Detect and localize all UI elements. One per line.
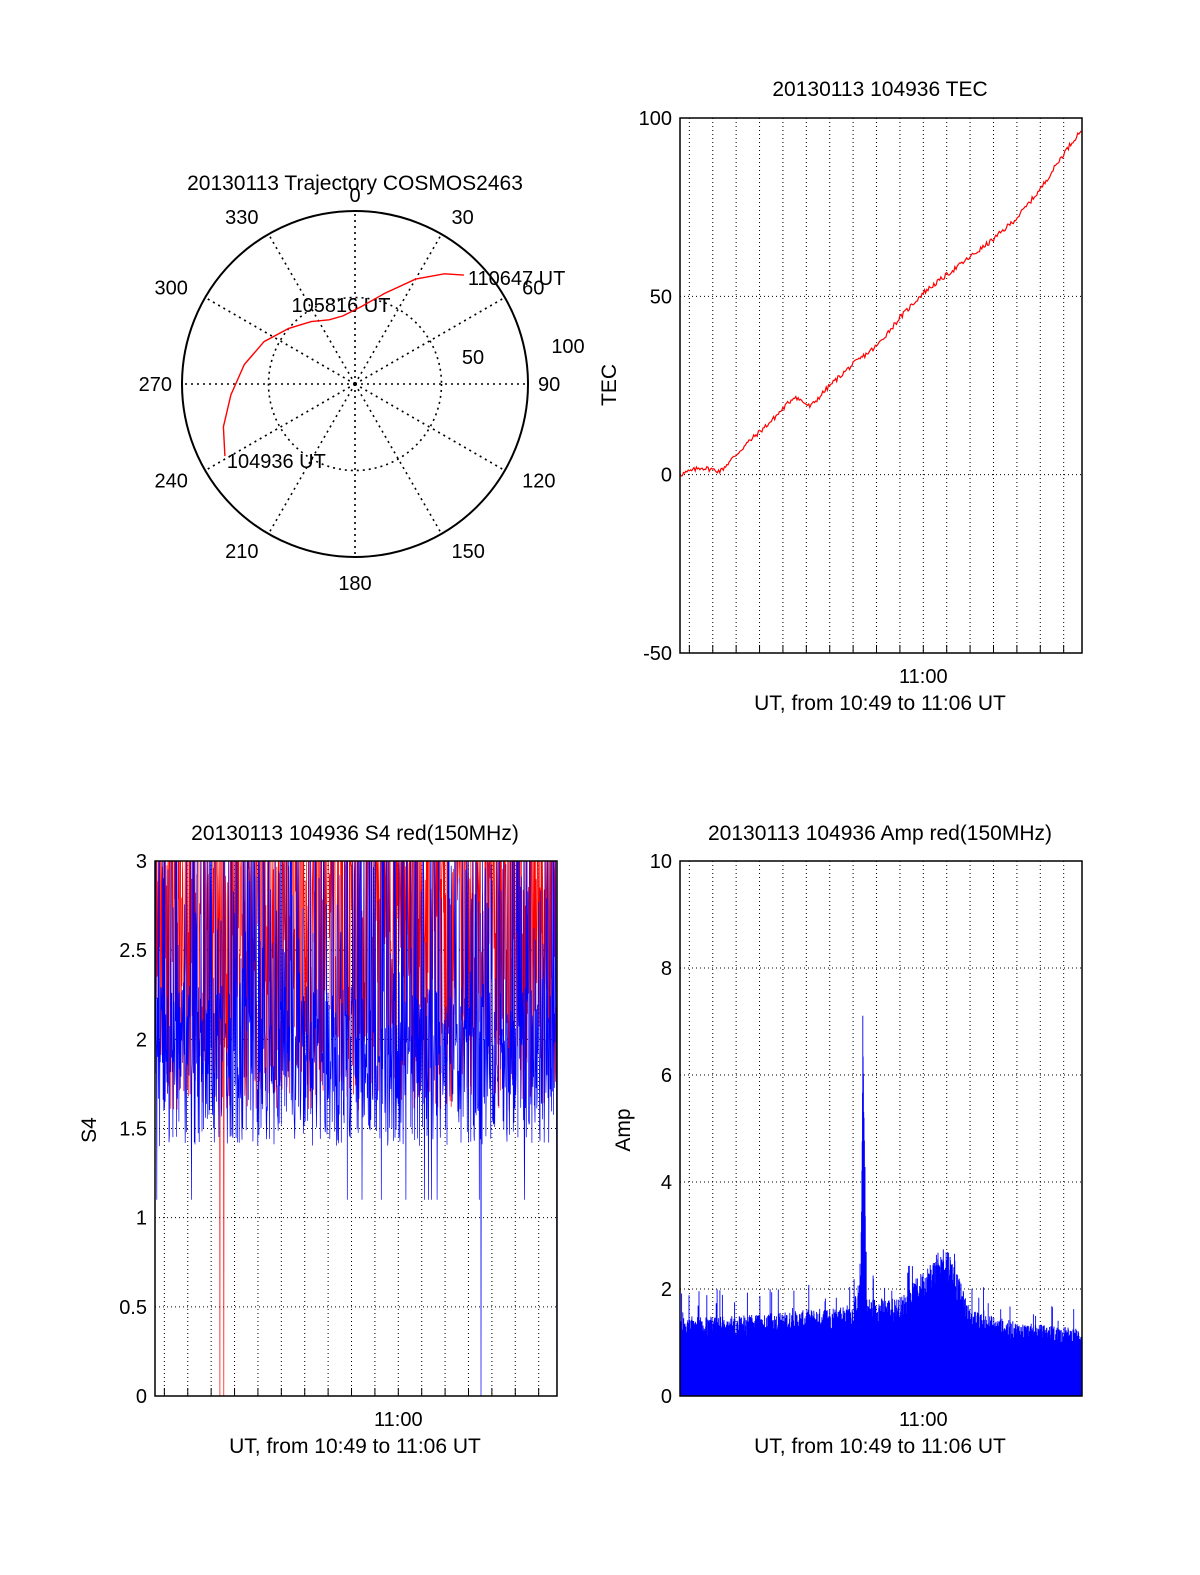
trajectory-annotation: 104936 UT — [227, 451, 326, 473]
s4-plot: 0 0.5 1 1.5 2 2.5 3 11:00 — [119, 851, 558, 1431]
polar-spoke — [267, 383, 356, 535]
y-tick-label: 1 — [136, 1208, 147, 1230]
plot-frame — [154, 860, 558, 1397]
azimuth-label-300: 300 — [154, 278, 187, 300]
y-tick-label: 0.5 — [119, 1297, 147, 1319]
y-tick-label: 2.5 — [119, 940, 147, 962]
y-tick-label: 2 — [661, 1279, 672, 1301]
amp-series-bars — [679, 1015, 1083, 1396]
x-tick-label: 11:00 — [899, 1409, 948, 1431]
plot-frame — [679, 860, 1083, 1397]
azimuth-label-270: 270 — [139, 374, 172, 396]
y-tick-label: 6 — [661, 1065, 672, 1087]
s4-series-blue — [154, 860, 558, 1397]
radial-label-100: 100 — [551, 336, 584, 358]
azimuth-label-240: 240 — [154, 471, 187, 493]
s4-ylabel: S4 — [78, 1117, 101, 1143]
y-tick-label: 2 — [136, 1029, 147, 1051]
s4-xlabel: UT, from 10:49 to 11:06 UT — [229, 1435, 481, 1458]
polar-spoke — [354, 383, 443, 535]
azimuth-label-60: 60 — [522, 278, 544, 300]
s4-panel: 20130113 104936 S4 red(150MHz) UT, from … — [78, 822, 558, 1458]
y-tick-label: 3 — [136, 851, 147, 873]
tec-panel: 20130113 104936 TEC UT, from 10:49 to 11… — [598, 78, 1083, 715]
y-tick-label: 50 — [650, 286, 672, 308]
y-tick-label: 4 — [661, 1172, 672, 1194]
trajectory-title: 20130113 Trajectory COSMOS2463 — [187, 172, 523, 195]
x-tick-label: 11:00 — [374, 1409, 423, 1431]
plot-frame — [679, 117, 1083, 654]
amp-title: 20130113 104936 Amp red(150MHz) — [708, 822, 1052, 845]
trajectory-annotation: 105816 UT — [291, 295, 390, 317]
y-tick-label: 0 — [136, 1386, 147, 1408]
azimuth-label-30: 30 — [452, 207, 474, 229]
trajectory-panel: 20130113 Trajectory COSMOS2463 0 30 60 90 12… — [139, 172, 585, 595]
tec-title: 20130113 104936 TEC — [772, 78, 987, 101]
y-tick-label: 0 — [661, 465, 672, 487]
trajectory-line — [222, 273, 464, 457]
tec-xlabel: UT, from 10:49 to 11:06 UT — [754, 692, 1006, 715]
azimuth-label-120: 120 — [522, 471, 555, 493]
trajectory-series — [222, 273, 464, 457]
amp-xlabel: UT, from 10:49 to 11:06 UT — [754, 1435, 1006, 1458]
y-tick-label: 100 — [639, 108, 672, 130]
tec-series-line — [679, 130, 1082, 477]
y-tick-label: 10 — [650, 851, 672, 873]
amp-plot: 0 2 4 6 8 10 11:00 — [650, 851, 1083, 1431]
polar-spoke — [267, 233, 356, 385]
amp-panel: 20130113 104936 Amp red(150MHz) UT, from… — [612, 822, 1083, 1458]
amp-ylabel: Amp — [612, 1108, 635, 1151]
polar-outer-circle — [181, 210, 529, 558]
polar-spoke — [354, 233, 443, 385]
polar-spoke — [204, 296, 356, 385]
trajectory-grid — [181, 210, 529, 558]
azimuth-label-330: 330 — [225, 207, 258, 229]
y-tick-label: -50 — [643, 643, 672, 665]
s4-title: 20130113 104936 S4 red(150MHz) — [191, 822, 519, 845]
y-tick-label: 1.5 — [119, 1119, 147, 1141]
trajectory-labels: 0 30 60 90 120 150 180 210 240 270 300 330 50 100 1049… — [139, 185, 585, 595]
azimuth-label-180: 180 — [338, 573, 371, 595]
y-tick-label: 8 — [661, 958, 672, 980]
polar-spoke — [354, 383, 506, 472]
azimuth-label-90: 90 — [538, 374, 560, 396]
y-tick-label: 0 — [661, 1386, 672, 1408]
azimuth-label-0: 0 — [349, 185, 360, 207]
polar-spoke — [204, 383, 356, 472]
trajectory-annotation: 110647 UT — [468, 268, 565, 290]
tec-plot: -50 0 50 100 11:00 — [639, 108, 1083, 688]
polar-ring-50 — [267, 296, 443, 472]
azimuth-label-150: 150 — [452, 541, 485, 563]
radial-label-50: 50 — [462, 347, 484, 369]
tec-ylabel: TEC — [598, 364, 621, 406]
azimuth-label-210: 210 — [225, 541, 258, 563]
x-tick-label: 11:00 — [899, 666, 948, 688]
polar-spoke — [354, 296, 506, 385]
